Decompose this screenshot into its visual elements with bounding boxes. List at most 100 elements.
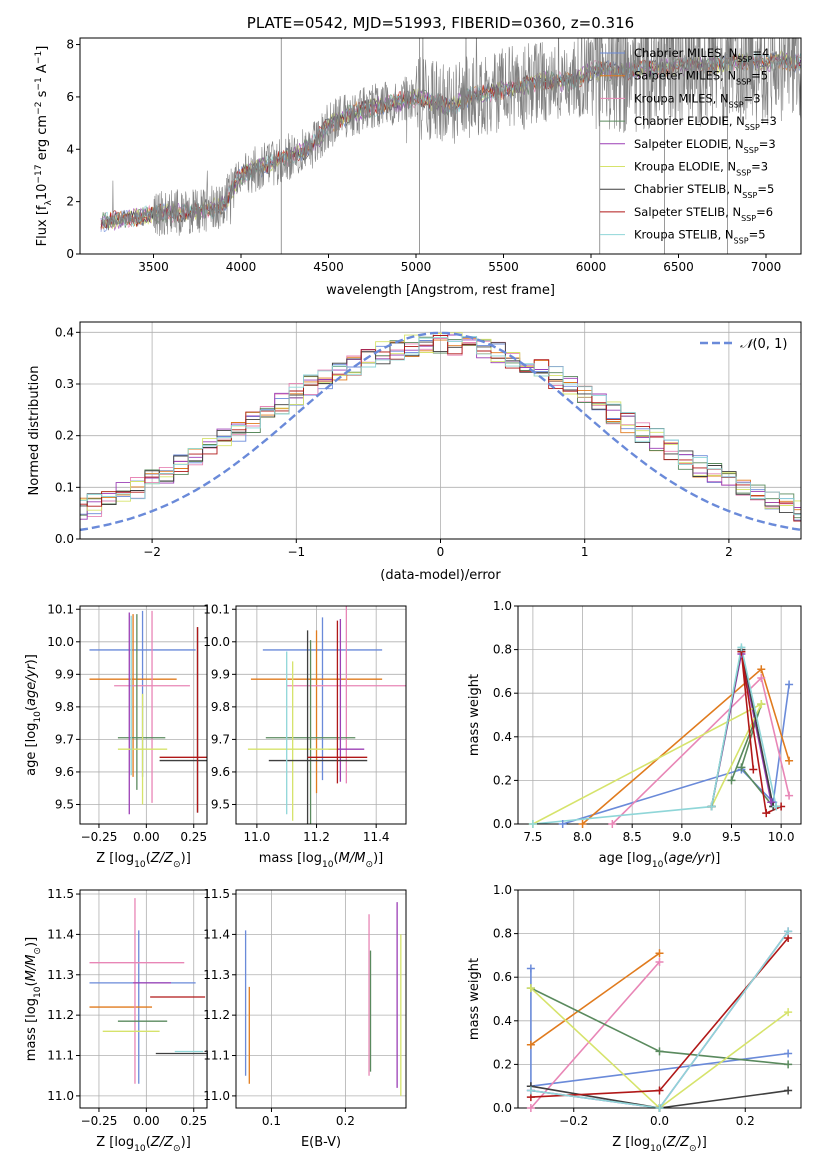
x-tick-label: 6500 bbox=[663, 260, 694, 274]
legend-entry: Chabrier ELODIE, NSSP=3 bbox=[634, 114, 777, 132]
y-tick-label: 0.8 bbox=[493, 927, 512, 941]
x-tick-label: 0.2 bbox=[736, 1114, 755, 1128]
y-tick-label: 11.3 bbox=[203, 968, 230, 982]
y-tick-label: 6 bbox=[66, 90, 74, 104]
axis-frame bbox=[79, 605, 208, 825]
histogram-step bbox=[80, 336, 801, 519]
axes-age-vs-mass: 11.0 11.2 11.4 9.5 9.6 9.7 9.8 9.9 10.0 10.1 mass … bbox=[203, 602, 407, 870]
y-tick-label: 11.3 bbox=[47, 968, 74, 982]
y-axis-label: Flux [fλ10−17 erg cm−2 s−1 A−1] bbox=[34, 46, 54, 247]
x-tick-label: 3500 bbox=[138, 260, 169, 274]
histogram-step bbox=[80, 341, 801, 515]
y-tick-label: 0.6 bbox=[493, 686, 512, 700]
weight-series bbox=[562, 684, 790, 824]
weight-marker bbox=[528, 820, 537, 828]
weight-marker bbox=[526, 1104, 535, 1112]
weight-marker bbox=[655, 1047, 664, 1056]
axis-frame bbox=[235, 889, 407, 1109]
y-tick-label: 11.0 bbox=[203, 1089, 230, 1103]
weight-series bbox=[530, 961, 661, 1108]
weight-marker bbox=[558, 820, 567, 828]
x-axis-label: Z [log10(Z/Z⊙)] bbox=[96, 851, 191, 870]
y-tick-label: 2 bbox=[66, 195, 74, 209]
x-tick-label: −1 bbox=[287, 545, 305, 559]
y-tick-label: 11.1 bbox=[203, 1049, 230, 1063]
weight-marker bbox=[757, 700, 766, 709]
weight-series bbox=[710, 649, 774, 807]
y-tick-label: 11.2 bbox=[47, 1008, 74, 1022]
y-tick-label: 11.4 bbox=[203, 927, 230, 941]
y-tick-label: 0.8 bbox=[493, 643, 512, 657]
weight-series bbox=[530, 987, 789, 1108]
x-tick-label: 0.2 bbox=[336, 1114, 355, 1128]
weight-series bbox=[581, 667, 790, 824]
y-tick-label: 0.2 bbox=[55, 429, 74, 443]
y-tick-label: 11.5 bbox=[203, 887, 230, 901]
legend-entry: 𝒩(0, 1) bbox=[740, 337, 787, 352]
weight-marker bbox=[655, 957, 664, 966]
weight-marker bbox=[526, 1086, 535, 1095]
y-tick-label: 9.9 bbox=[211, 667, 230, 681]
axes-mass-vs-EBV: 0.1 0.2 11.0 11.1 11.2 11.3 11.4 11.5 E(B-V) bbox=[203, 887, 407, 1150]
y-tick-label: 11.2 bbox=[203, 1008, 230, 1022]
plot-area bbox=[89, 610, 207, 815]
x-tick-label: 7.5 bbox=[523, 830, 542, 844]
legend-entry: Chabrier STELIB, NSSP=5 bbox=[634, 182, 774, 200]
axis-frame bbox=[79, 889, 208, 1109]
y-tick-label: 9.8 bbox=[55, 700, 74, 714]
y-tick-label: 0 bbox=[66, 247, 74, 261]
weight-marker bbox=[526, 984, 535, 993]
y-tick-label: 0.0 bbox=[493, 817, 512, 831]
x-tick-label: −0.25 bbox=[81, 1114, 118, 1128]
data-spectrum bbox=[100, 38, 801, 237]
x-tick-label: 0.25 bbox=[180, 1114, 207, 1128]
legend: 𝒩(0, 1) bbox=[700, 337, 787, 352]
weight-marker bbox=[762, 809, 771, 818]
axes-weight-vs-age: 7.5 8.0 8.5 9.0 9.5 10.0 0.0 0.2 0.4 0.6 0.8 1.0 age… bbox=[467, 599, 802, 870]
y-tick-label: 11.4 bbox=[47, 927, 74, 941]
y-tick-label: 0.2 bbox=[493, 1057, 512, 1071]
axes-age-vs-Z: −0.25 0.00 0.25 9.5 9.6 9.7 9.8 9.9 10.0 10.1 Z [l… bbox=[24, 602, 208, 870]
weight-marker bbox=[749, 765, 758, 774]
x-tick-label: 4000 bbox=[226, 260, 257, 274]
x-tick-label: 0.00 bbox=[133, 830, 160, 844]
y-axis-label: Normed distribution bbox=[27, 366, 42, 496]
x-axis-label: wavelength [Angstrom, rest frame] bbox=[326, 283, 555, 298]
weight-marker bbox=[655, 1086, 664, 1095]
x-tick-label: 4500 bbox=[313, 260, 344, 274]
y-tick-label: 0.2 bbox=[493, 773, 512, 787]
x-tick-label: 11.2 bbox=[303, 830, 330, 844]
y-tick-label: 0.3 bbox=[55, 377, 74, 391]
y-tick-label: 1.0 bbox=[493, 883, 512, 897]
y-tick-label: 11.1 bbox=[47, 1049, 74, 1063]
weight-marker bbox=[727, 776, 736, 785]
plot-area bbox=[89, 898, 207, 1084]
axes-residuals: −2 −1 0 1 2 0.0 0.1 0.2 0.3 0.4 (data-model)/error… bbox=[27, 321, 802, 583]
x-tick-label: 9.0 bbox=[672, 830, 691, 844]
x-axis-label: E(B-V) bbox=[301, 1135, 341, 1150]
legend-entry: Kroupa ELODIE, NSSP=3 bbox=[634, 160, 768, 178]
weight-series bbox=[530, 930, 789, 1108]
chart-title: PLATE=0542, MJD=51993, FIBERID=0360, z=0… bbox=[247, 14, 634, 32]
weight-marker bbox=[785, 791, 794, 800]
weight-marker bbox=[784, 1008, 793, 1017]
axis-frame bbox=[517, 605, 802, 825]
x-tick-label: −2 bbox=[143, 545, 161, 559]
x-tick-label: 0.0 bbox=[650, 1114, 669, 1128]
y-axis-label: age [log10(age/yr)] bbox=[24, 654, 43, 776]
x-tick-label: 1 bbox=[581, 545, 589, 559]
y-tick-label: 0.0 bbox=[55, 532, 74, 546]
weight-marker bbox=[526, 964, 535, 973]
histogram-step bbox=[80, 335, 801, 516]
axes-weight-vs-Z: −0.2 0.0 0.2 0.0 0.2 0.4 0.6 0.8 1.0 Z [log10(Z/Z… bbox=[467, 883, 802, 1154]
y-tick-label: 10.1 bbox=[203, 602, 230, 616]
plot-area bbox=[247, 606, 406, 824]
axes-spectrum: 3500 4000 4500 5000 5500 6000 6500 7000 0 2 4 6 8 PLA… bbox=[34, 14, 802, 298]
x-tick-label: 5500 bbox=[488, 260, 519, 274]
weight-series bbox=[530, 952, 660, 1046]
x-axis-label: Z [log10(Z/Z⊙)] bbox=[612, 1135, 707, 1154]
x-tick-label: 8.0 bbox=[573, 830, 592, 844]
y-tick-label: 4 bbox=[66, 142, 74, 156]
legend-entry: Chabrier MILES, NSSP=4 bbox=[634, 46, 769, 64]
